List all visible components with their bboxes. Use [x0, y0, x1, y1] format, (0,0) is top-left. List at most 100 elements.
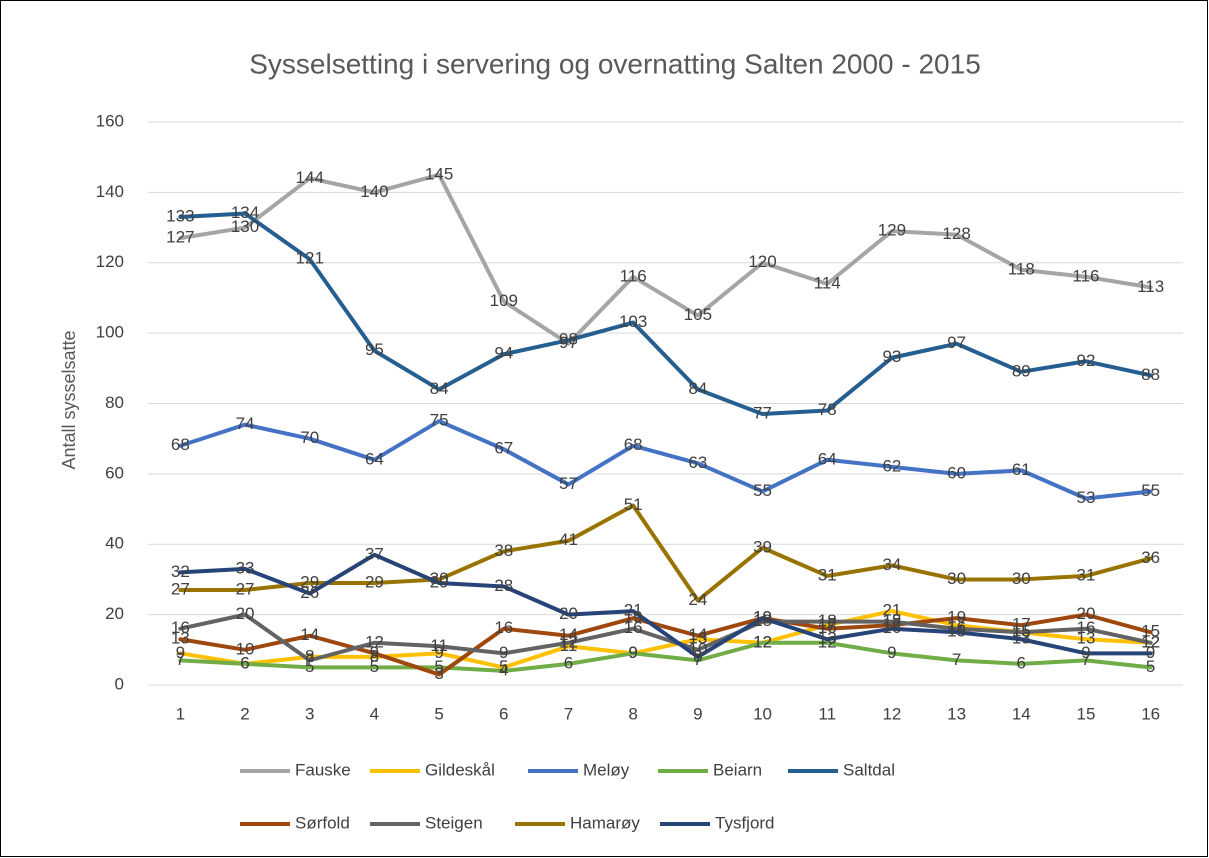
data-label: 7: [176, 650, 185, 669]
data-label: 9: [628, 643, 637, 662]
data-label: 18: [753, 611, 772, 630]
data-label: 39: [753, 537, 772, 556]
data-label: 16: [171, 618, 190, 637]
data-label: 60: [947, 463, 966, 482]
data-label: 78: [818, 400, 837, 419]
data-label: 89: [1012, 361, 1031, 380]
data-label: 34: [882, 555, 901, 574]
legend-label: Hamarøy: [570, 813, 640, 832]
data-label: 97: [947, 333, 966, 352]
data-label: 4: [499, 660, 508, 679]
data-label: 12: [1141, 632, 1160, 651]
data-label: 57: [559, 474, 578, 493]
data-label: 7: [305, 650, 314, 669]
chart-title: Sysselsetting i servering og overnatting…: [249, 48, 981, 79]
data-label: 5: [370, 657, 379, 676]
data-label: 41: [559, 530, 578, 549]
series-line: [178, 419, 1153, 501]
data-label: 129: [878, 221, 906, 240]
data-label: 19: [753, 608, 772, 627]
data-label: 3: [434, 664, 443, 683]
data-label: 13: [171, 629, 190, 648]
data-label: 12: [753, 632, 772, 651]
y-tick-label: 140: [96, 182, 124, 201]
data-label: 30: [947, 569, 966, 588]
legend-label: Fauske: [295, 760, 351, 779]
data-label: 14: [300, 625, 319, 644]
data-label: 51: [624, 495, 643, 514]
data-label: 113: [1137, 277, 1164, 296]
x-tick-label: 9: [693, 704, 702, 723]
data-label: 19: [624, 608, 643, 627]
data-label: 74: [236, 414, 255, 433]
data-label: 92: [1077, 351, 1096, 370]
data-label: 13: [1077, 629, 1096, 648]
x-tick-label: 8: [628, 704, 637, 723]
data-label: 12: [753, 632, 772, 651]
data-label: 7: [1081, 650, 1090, 669]
data-label: 29: [430, 572, 449, 591]
data-label: 9: [499, 643, 508, 662]
data-label: 70: [300, 428, 319, 447]
data-label: 5: [434, 657, 443, 676]
data-label: 18: [818, 611, 837, 630]
data-label: 10: [236, 639, 255, 658]
data-label: 98: [559, 330, 578, 349]
data-label: 134: [231, 203, 259, 222]
data-label: 24: [688, 590, 707, 609]
data-label: 133: [166, 206, 194, 225]
data-label: 19: [947, 608, 966, 627]
data-label: 27: [171, 579, 190, 598]
data-label: 16: [1077, 618, 1096, 637]
data-label: 5: [305, 657, 314, 676]
series-line: [178, 640, 1153, 673]
data-label: 6: [1017, 653, 1026, 672]
data-label: 15: [1141, 622, 1160, 641]
data-label: 16: [624, 618, 643, 637]
data-label: 68: [171, 435, 190, 454]
data-label: 5: [1146, 657, 1155, 676]
data-label: 9: [628, 643, 637, 662]
data-label: 130: [231, 217, 259, 236]
data-label: 6: [240, 653, 249, 672]
y-tick-label: 80: [105, 393, 124, 412]
data-label: 19: [753, 608, 772, 627]
data-label: 30: [430, 569, 449, 588]
data-label: 17: [882, 615, 901, 634]
data-label: 31: [818, 565, 837, 584]
y-tick-label: 40: [105, 534, 124, 553]
data-label: 16: [947, 618, 966, 637]
data-label: 77: [753, 404, 772, 423]
data-label: 14: [688, 625, 707, 644]
legend-label: Tysfjord: [715, 813, 775, 832]
data-label: 17: [1012, 615, 1031, 634]
data-label: 9: [176, 643, 185, 662]
data-label: 27: [236, 579, 255, 598]
data-label: 7: [952, 650, 961, 669]
data-label: 145: [425, 164, 453, 183]
data-label: 68: [624, 435, 643, 454]
legend-label: Beiarn: [713, 760, 762, 779]
x-tick-label: 6: [499, 704, 508, 723]
data-label: 32: [171, 562, 190, 581]
data-label: 29: [300, 572, 319, 591]
data-label: 15: [947, 622, 966, 641]
data-label: 38: [494, 541, 513, 560]
data-label: 16: [818, 618, 837, 637]
data-label: 14: [559, 625, 578, 644]
y-tick-label: 0: [115, 674, 124, 693]
data-label: 30: [1012, 569, 1031, 588]
data-label: 12: [365, 632, 384, 651]
data-label: 84: [430, 379, 449, 398]
legend-label: Gildeskål: [425, 760, 495, 779]
data-label: 21: [882, 601, 901, 620]
data-label: 64: [818, 449, 837, 468]
data-label: 84: [688, 379, 707, 398]
data-label: 118: [1008, 259, 1035, 278]
data-label: 13: [818, 629, 837, 648]
series-line: [178, 552, 1153, 659]
data-label: 120: [748, 252, 776, 271]
data-label: 21: [624, 601, 643, 620]
data-label: 11: [430, 636, 448, 655]
y-axis-title: Antall sysselsatte: [59, 330, 79, 469]
